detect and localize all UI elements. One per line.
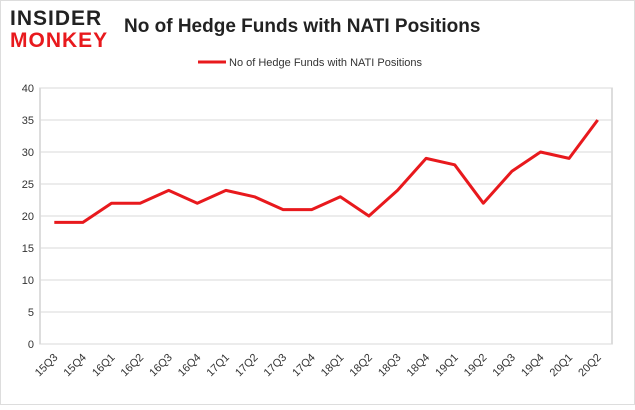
y-tick-label: 35 [22, 115, 34, 127]
y-tick-label: 30 [22, 147, 34, 159]
series-line [54, 119, 599, 224]
y-tick-label: 10 [22, 275, 34, 287]
y-tick-label: 5 [28, 307, 34, 319]
logo-top: INSIDER [10, 7, 102, 30]
y-tick-label: 25 [22, 179, 34, 191]
y-tick-label: 40 [22, 83, 34, 95]
y-tick-label: 0 [28, 339, 34, 351]
chart-title: No of Hedge Funds with NATI Positions [124, 16, 480, 37]
y-tick-label: 15 [22, 243, 34, 255]
y-tick-label: 20 [22, 211, 34, 223]
legend-label: No of Hedge Funds with NATI Positions [229, 57, 422, 69]
logo-bottom: MONKEY [10, 29, 108, 52]
